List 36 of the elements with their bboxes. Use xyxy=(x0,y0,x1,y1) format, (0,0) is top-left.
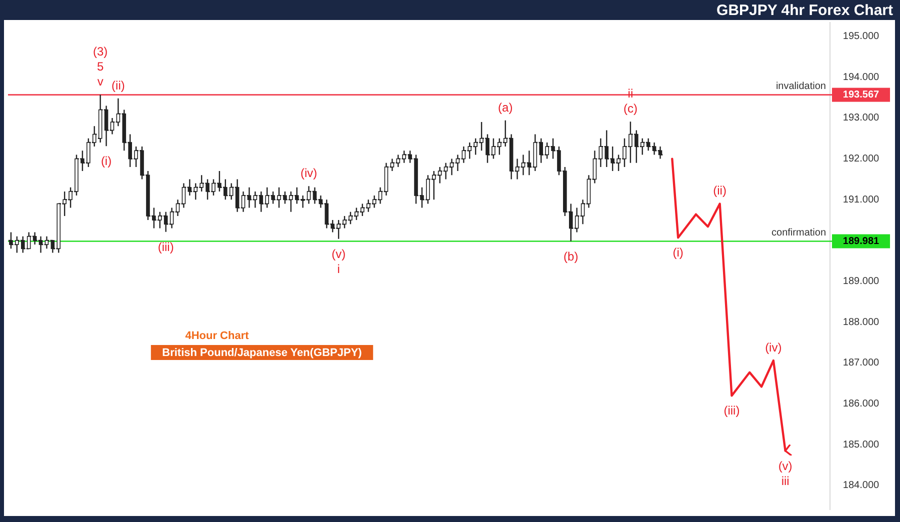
annotation: (iv) xyxy=(765,340,782,355)
y-tick-label: 193.000 xyxy=(842,112,880,124)
annotation: (a) xyxy=(498,100,513,114)
annotation: v xyxy=(97,74,104,89)
y-tick-label: 187.000 xyxy=(842,358,880,369)
annotation: (ii) xyxy=(112,78,125,92)
annotation: (iii) xyxy=(158,240,174,254)
y-tick-label: 195.000 xyxy=(842,30,880,42)
ref-line-label: confirmation xyxy=(772,227,826,238)
annotation: (3) xyxy=(92,44,108,59)
chart-title: GBPJPY 4hr Forex Chart xyxy=(716,2,893,19)
annotation: iii xyxy=(781,474,790,488)
annotation: (v) xyxy=(778,458,792,473)
y-tick-label: 191.000 xyxy=(842,194,880,206)
annotation: (c) xyxy=(623,102,638,116)
annotation: (i) xyxy=(100,154,112,168)
y-tick-label: 192.000 xyxy=(842,153,880,164)
annotation: (b) xyxy=(564,249,578,264)
y-tick-label: 189.981 xyxy=(842,236,880,247)
y-tick-label: 185.000 xyxy=(842,439,880,450)
y-tick-label: 188.000 xyxy=(842,316,880,328)
y-tick-label: 189.000 xyxy=(842,276,880,287)
annotation: (iii) xyxy=(724,404,740,418)
annotation: i xyxy=(337,262,340,276)
annotation: (iv) xyxy=(300,166,318,180)
annotation: 4Hour Chart xyxy=(185,330,250,342)
annotation: (i) xyxy=(672,246,684,260)
ref-line-label: invalidation xyxy=(776,80,826,92)
annotation: 5 xyxy=(96,60,104,74)
y-tick-label: 186.000 xyxy=(842,398,880,410)
annotation: (v) xyxy=(332,246,346,261)
y-tick-label: 194.000 xyxy=(842,72,880,83)
y-tick-label: 193.567 xyxy=(842,89,880,100)
annotation: (ii) xyxy=(713,184,726,198)
annotation: British Pound/Japanese Yen(GBPJPY) xyxy=(162,347,362,359)
y-tick-label: 184.000 xyxy=(842,480,880,492)
